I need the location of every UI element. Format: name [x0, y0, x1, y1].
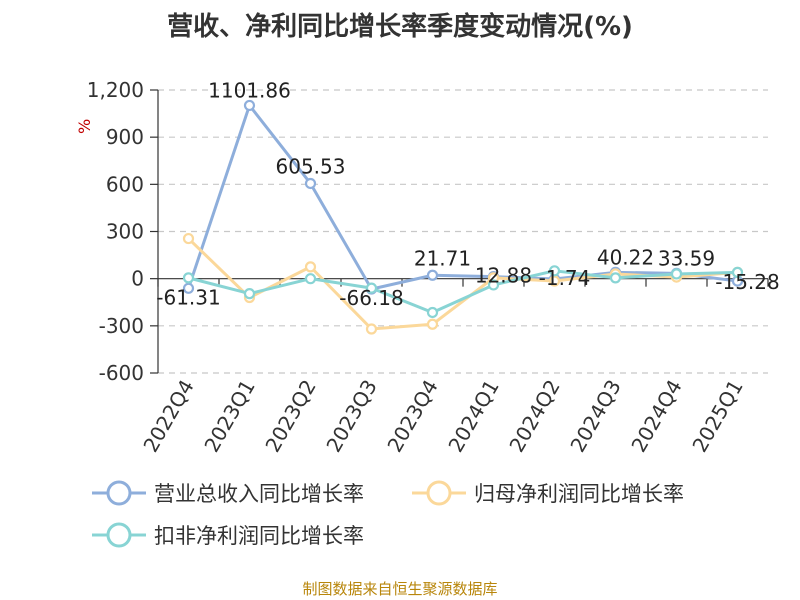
data-label: 1101.86	[208, 78, 291, 102]
y-tick-label: 300	[106, 220, 144, 244]
data-point	[243, 288, 256, 300]
x-tick-label: 2024Q1	[443, 376, 503, 457]
data-label: 21.71	[414, 246, 471, 270]
y-tick-label: 600	[106, 172, 144, 196]
legend-net-profit-icon	[412, 480, 466, 506]
x-tick-label: 2024Q3	[565, 376, 625, 457]
data-label: -61.31	[156, 285, 220, 309]
data-point	[426, 269, 439, 281]
legend-item-deducted-profit[interactable]: 扣非净利润同比增长率	[92, 520, 364, 550]
data-point	[365, 282, 378, 294]
x-tick-label: 2023Q1	[199, 376, 259, 457]
data-point	[426, 306, 439, 319]
data-point	[304, 273, 317, 285]
legend-deducted-profit-icon	[92, 522, 146, 548]
legend-item-net-profit[interactable]: 归母净利润同比增长率	[412, 478, 684, 508]
legend-deducted-profit-label: 扣非净利润同比增长率	[154, 524, 364, 548]
x-tick-label: 2023Q3	[321, 376, 381, 457]
series-line	[187, 103, 738, 291]
series-line	[188, 269, 738, 314]
data-label: -66.18	[339, 286, 403, 310]
x-tick-label: 2024Q2	[504, 376, 564, 457]
data-point	[243, 99, 256, 112]
data-point	[609, 272, 622, 284]
data-point	[426, 318, 439, 330]
source-note: 制图数据来自恒生聚源数据库	[302, 580, 498, 598]
data-label: 33.59	[658, 246, 715, 270]
data-point	[304, 261, 317, 273]
data-label: -15.28	[715, 270, 779, 294]
data-point	[182, 272, 195, 284]
data-point	[182, 232, 195, 245]
chart-title: 营收、净利同比增长率季度变动情况(%)	[167, 12, 633, 42]
data-point	[731, 266, 744, 278]
data-point	[670, 268, 683, 280]
y-tick-label: 900	[106, 125, 144, 149]
x-tick-label: 2023Q4	[382, 376, 442, 457]
data-point	[548, 265, 561, 277]
y-tick-label: -600	[99, 361, 144, 385]
data-point	[487, 279, 500, 291]
legend-item-revenue[interactable]: 营业总收入同比增长率	[92, 478, 364, 508]
data-point	[365, 323, 378, 335]
legend-revenue-label: 营业总收入同比增长率	[154, 482, 364, 506]
data-label: 605.53	[276, 154, 346, 178]
data-label: -1.74	[539, 266, 591, 290]
data-point	[304, 177, 317, 190]
y-tick-label: 1,200	[87, 78, 144, 102]
legend-net-profit-label: 归母净利润同比增长率	[474, 482, 684, 506]
y-axis-unit: %	[75, 119, 94, 134]
x-tick-label: 2025Q1	[687, 376, 747, 457]
data-point	[548, 275, 561, 287]
data-label: 12.88	[475, 264, 532, 288]
y-tick-label: 0	[131, 267, 144, 291]
x-tick-label: 2024Q4	[626, 376, 686, 457]
data-point	[182, 282, 195, 294]
x-tick-label: 2022Q4	[138, 376, 198, 457]
x-tick-label: 2023Q2	[260, 376, 320, 457]
legend-revenue-icon	[92, 480, 146, 506]
y-tick-label: -300	[99, 314, 144, 338]
data-label: 40.22	[597, 245, 654, 269]
